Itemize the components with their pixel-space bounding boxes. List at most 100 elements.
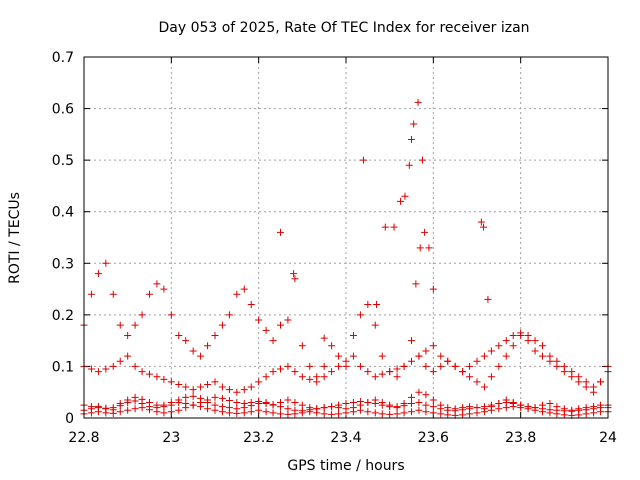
data-point	[415, 352, 423, 360]
x-tick-label: 22.8	[68, 430, 99, 446]
data-point	[349, 352, 357, 360]
data-point	[484, 295, 492, 303]
data-point	[124, 396, 132, 404]
data-point	[371, 373, 379, 381]
data-point	[277, 228, 284, 236]
data-point	[116, 321, 124, 329]
data-point	[146, 290, 153, 298]
data-point	[335, 352, 343, 360]
data-point	[342, 362, 350, 370]
data-point	[146, 399, 153, 407]
data-point	[575, 405, 583, 413]
data-point	[466, 403, 474, 411]
data-point	[531, 337, 539, 345]
data-point	[524, 403, 532, 411]
data-point	[477, 218, 485, 226]
y-tick-label: 0.2	[52, 308, 74, 324]
data-point	[415, 388, 423, 396]
data-point	[364, 368, 372, 376]
data-point	[509, 331, 517, 339]
x-tick-label: 23.4	[330, 430, 361, 446]
data-point	[539, 352, 546, 360]
data-point	[211, 406, 219, 414]
data-point	[269, 368, 277, 376]
data-point	[356, 311, 364, 319]
data-point	[410, 120, 418, 128]
data-point	[225, 409, 233, 417]
data-point	[335, 404, 343, 412]
data-point	[225, 386, 233, 394]
data-point	[153, 408, 161, 416]
data-point	[160, 375, 168, 383]
data-point	[225, 396, 233, 404]
data-point	[397, 197, 405, 205]
data-point	[480, 383, 488, 391]
data-point	[240, 409, 248, 417]
data-point	[240, 400, 248, 408]
data-point	[393, 403, 401, 411]
data-point	[138, 311, 146, 319]
data-point	[451, 405, 459, 413]
data-point	[495, 400, 503, 408]
data-point	[480, 405, 488, 413]
data-point	[160, 409, 168, 417]
data-point	[182, 393, 190, 401]
data-point	[539, 401, 546, 409]
data-point	[408, 400, 415, 408]
y-tick-label: 0.3	[52, 256, 74, 272]
data-point	[582, 383, 590, 391]
x-tick-label: 23.8	[505, 430, 536, 446]
data-point	[364, 408, 372, 416]
data-point	[502, 337, 510, 345]
data-point	[328, 403, 336, 411]
data-point	[269, 409, 277, 417]
data-point	[328, 342, 336, 350]
data-point	[575, 411, 583, 419]
data-point	[429, 285, 437, 293]
data-point	[116, 400, 124, 408]
y-tick-label: 0.4	[52, 205, 74, 221]
data-point	[284, 396, 292, 404]
data-point	[386, 401, 394, 409]
data-point	[349, 331, 357, 339]
data-point	[414, 98, 422, 106]
data-point	[459, 368, 467, 376]
data-point	[356, 362, 364, 370]
x-tick-label: 23.2	[243, 430, 274, 446]
data-point	[502, 404, 510, 412]
data-point	[393, 365, 401, 373]
data-point	[277, 410, 284, 418]
y-tick-label: 0.7	[52, 50, 74, 66]
x-tick-label: 24	[599, 430, 617, 446]
data-point	[422, 347, 430, 355]
data-point	[356, 401, 364, 409]
data-point	[437, 352, 445, 360]
data-point	[298, 401, 306, 409]
data-point	[381, 223, 389, 231]
data-point	[320, 362, 328, 370]
data-point	[425, 244, 433, 252]
data-point	[204, 342, 212, 350]
data-point	[255, 406, 263, 414]
data-point	[386, 410, 394, 418]
data-point	[495, 362, 503, 370]
data-point	[197, 399, 205, 407]
data-point	[597, 408, 605, 416]
data-point	[480, 223, 488, 231]
data-point	[401, 192, 409, 200]
data-point	[290, 270, 298, 278]
data-point	[553, 403, 561, 411]
data-point	[87, 365, 95, 373]
data-point	[466, 410, 474, 418]
data-point	[87, 403, 95, 411]
y-tick-label: 0.5	[52, 153, 74, 169]
data-point	[378, 352, 386, 360]
data-point	[306, 404, 314, 412]
data-point	[364, 301, 372, 309]
data-point	[575, 378, 583, 386]
data-point	[328, 410, 336, 418]
data-point	[138, 368, 146, 376]
data-point	[437, 401, 445, 409]
data-point	[146, 406, 153, 414]
data-point	[138, 395, 146, 403]
